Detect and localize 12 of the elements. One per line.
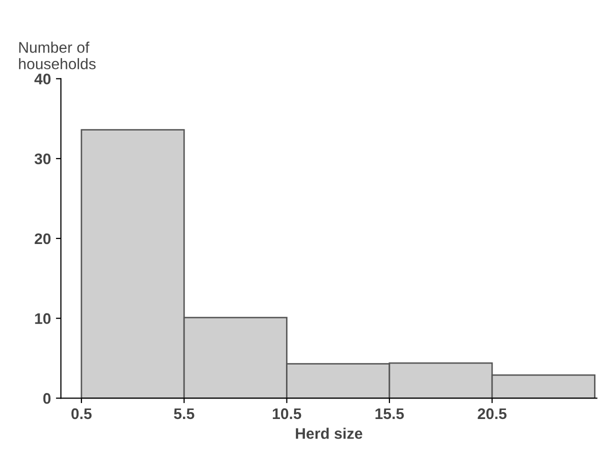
y-tick-label: 0 [43,393,51,404]
x-tick-label: 10.5 [272,408,302,420]
y-tick-label: 30 [34,153,51,164]
y-tick-label: 40 [34,74,51,84]
y-tick-label: 20 [34,233,51,244]
x-tick-label: 15.5 [376,408,404,420]
x-tick-label: 0.5 [71,408,92,420]
x-tick-label: 5.5 [174,408,194,420]
x-tick-label: 20.5 [478,408,507,420]
x-axis-title: Herd size [296,428,362,439]
y-tick-label: 10 [35,313,51,324]
y-axis-title: Number of households [19,42,96,70]
